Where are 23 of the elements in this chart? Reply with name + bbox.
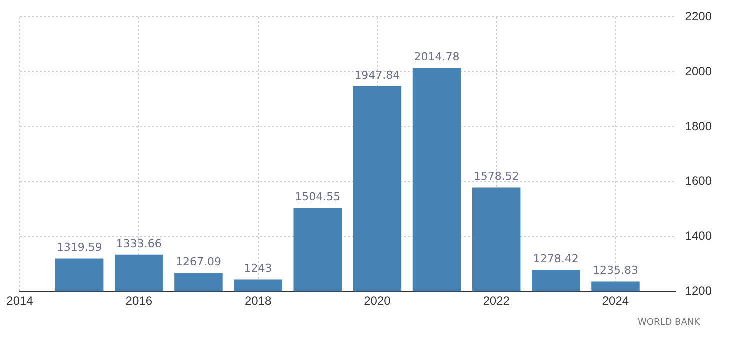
data-label: 1243: [244, 262, 272, 276]
y-tick-label: 2000: [685, 64, 712, 78]
data-label: 1947.84: [354, 68, 400, 82]
x-tick-label: 2018: [244, 294, 272, 308]
x-tick-label: 2024: [602, 294, 630, 308]
data-label: 1333.66: [116, 237, 162, 250]
y-tick-label: 1200: [685, 284, 712, 298]
y-tick-label: 1800: [685, 119, 712, 134]
text: WORLD BANK: [638, 318, 700, 328]
x-tick-label: 2020: [364, 294, 392, 308]
data-label: 2014.78: [414, 50, 460, 64]
y-tick-label: 2200: [685, 10, 712, 24]
x-tick-label: 2014: [6, 294, 34, 308]
data-label: 1319.59: [56, 241, 102, 254]
y-tick-label: 1400: [685, 229, 712, 244]
data-label: 1504.55: [295, 190, 341, 204]
x-tick-label: 2022: [483, 294, 510, 308]
x-tick-label: 2016: [126, 294, 153, 308]
y-tick-label: 1600: [685, 174, 712, 188]
data-label: 1267.09: [176, 256, 222, 269]
data-label: 1278.42: [533, 252, 579, 266]
data-label: 1235.83: [592, 264, 638, 278]
data-label: 1578.52: [474, 170, 520, 184]
